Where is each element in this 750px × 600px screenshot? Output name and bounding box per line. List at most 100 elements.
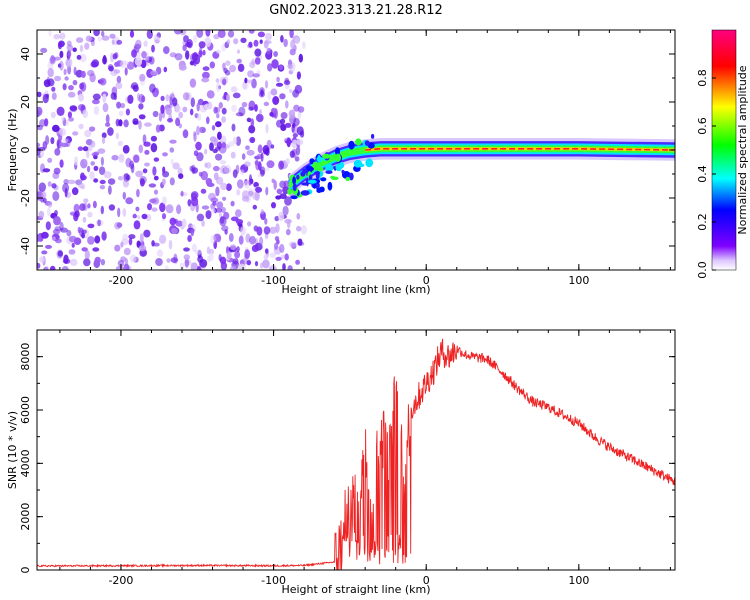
noise-blob bbox=[129, 30, 135, 38]
noise-blob bbox=[65, 57, 73, 68]
noise-blob bbox=[37, 106, 43, 116]
noise-blob bbox=[144, 149, 150, 155]
noise-blob bbox=[249, 235, 256, 245]
noise-blob bbox=[118, 119, 123, 127]
noise-blob bbox=[284, 253, 289, 261]
noise-blob bbox=[123, 60, 129, 66]
noise-blob bbox=[202, 49, 206, 56]
noise-blob bbox=[89, 171, 95, 180]
noise-blob bbox=[82, 146, 89, 152]
noise-blob bbox=[84, 42, 90, 50]
noise-blob bbox=[250, 118, 255, 128]
noise-blob bbox=[197, 113, 202, 121]
noise-blob bbox=[120, 256, 127, 262]
noise-blob bbox=[93, 178, 99, 183]
noise-blob bbox=[259, 109, 262, 115]
noise-blob bbox=[54, 148, 61, 156]
noise-blob bbox=[116, 101, 122, 109]
noise-blob bbox=[264, 248, 269, 254]
noise-blob bbox=[242, 190, 250, 200]
noise-blob bbox=[150, 135, 157, 142]
noise-blob bbox=[159, 202, 166, 213]
noise-blob bbox=[206, 116, 210, 125]
noise-blob bbox=[107, 127, 114, 136]
noise-blob bbox=[249, 61, 256, 69]
noise-blob bbox=[296, 71, 301, 80]
noise-blob bbox=[279, 193, 287, 200]
noise-blob bbox=[172, 162, 180, 170]
noise-blob bbox=[53, 33, 61, 40]
noise-blob bbox=[213, 106, 218, 114]
noise-blob bbox=[68, 117, 74, 122]
noise-blob bbox=[92, 247, 100, 252]
noise-blob bbox=[162, 166, 166, 174]
noise-blob bbox=[72, 79, 78, 86]
noise-blob bbox=[225, 183, 232, 191]
snr-frame bbox=[36, 329, 676, 571]
noise-blob bbox=[237, 49, 240, 54]
noise-blob bbox=[196, 265, 201, 270]
noise-blob bbox=[97, 219, 101, 227]
spectrogram-y-tick-label: -20 bbox=[19, 189, 32, 207]
signal-patch bbox=[315, 170, 320, 180]
noise-blob bbox=[276, 76, 280, 83]
noise-blob bbox=[289, 150, 295, 158]
noise-blob bbox=[51, 183, 57, 189]
noise-blob bbox=[135, 170, 144, 178]
noise-blob bbox=[230, 86, 238, 93]
noise-blob bbox=[41, 231, 49, 239]
noise-blob bbox=[162, 178, 166, 186]
noise-blob bbox=[229, 265, 237, 270]
spectrogram-x-tick-label: -200 bbox=[108, 274, 133, 287]
noise-blob bbox=[215, 153, 223, 161]
noise-blob bbox=[63, 68, 67, 76]
noise-blob bbox=[132, 213, 137, 219]
noise-blob bbox=[100, 259, 106, 266]
noise-blob bbox=[165, 107, 172, 115]
noise-blob bbox=[42, 197, 47, 203]
noise-blob bbox=[274, 242, 278, 250]
signal-patch bbox=[348, 172, 354, 181]
noise-blob bbox=[50, 111, 56, 119]
noise-blob bbox=[216, 49, 222, 54]
noise-blob bbox=[224, 229, 228, 235]
noise-blob bbox=[215, 176, 224, 185]
noise-blob bbox=[61, 116, 65, 121]
noise-blob bbox=[53, 167, 61, 175]
snr-x-label: Height of straight line (km) bbox=[281, 583, 430, 596]
noise-blob bbox=[229, 64, 237, 73]
noise-blob bbox=[260, 152, 264, 162]
snr-x-tick-label: -200 bbox=[108, 574, 133, 587]
noise-blob bbox=[37, 91, 42, 98]
noise-blob bbox=[295, 259, 300, 265]
noise-blob bbox=[138, 103, 144, 110]
signal-patch bbox=[296, 174, 300, 180]
noise-blob bbox=[169, 52, 177, 58]
noise-blob bbox=[267, 63, 273, 72]
noise-blob bbox=[62, 138, 69, 143]
noise-blob bbox=[184, 258, 189, 268]
noise-blob bbox=[97, 148, 106, 154]
signal-patch bbox=[302, 168, 308, 174]
noise-blob bbox=[270, 144, 275, 149]
noise-blob bbox=[48, 30, 52, 37]
noise-blob bbox=[275, 82, 284, 87]
noise-blob bbox=[207, 255, 211, 263]
noise-blob bbox=[172, 97, 178, 107]
noise-blob bbox=[86, 149, 90, 159]
noise-blob bbox=[139, 73, 146, 82]
signal-patch bbox=[320, 177, 327, 182]
signal-patch bbox=[292, 176, 296, 185]
noise-blob bbox=[210, 197, 219, 203]
noise-blob bbox=[165, 204, 174, 214]
noise-blob bbox=[240, 169, 245, 176]
noise-blob bbox=[244, 161, 251, 167]
noise-blob bbox=[220, 206, 226, 214]
noise-blob bbox=[175, 117, 181, 127]
noise-blob bbox=[263, 254, 269, 260]
noise-blob bbox=[135, 206, 140, 212]
noise-blob bbox=[219, 216, 225, 224]
noise-blob bbox=[253, 39, 259, 47]
noise-blob bbox=[186, 39, 193, 49]
noise-blob bbox=[218, 254, 222, 262]
